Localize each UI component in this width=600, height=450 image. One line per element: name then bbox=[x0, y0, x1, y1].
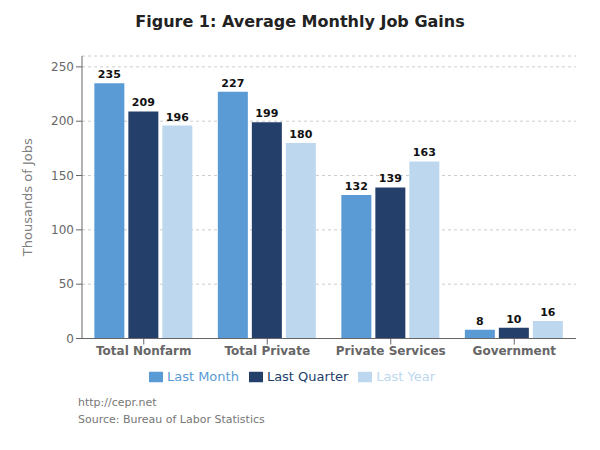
svg-text:200: 200 bbox=[51, 114, 74, 128]
svg-text:Thousands of Jobs: Thousands of Jobs bbox=[20, 138, 35, 257]
svg-text:196: 196 bbox=[166, 111, 189, 124]
svg-text:Total Nonfarm: Total Nonfarm bbox=[96, 344, 192, 358]
svg-text:100: 100 bbox=[51, 223, 74, 237]
svg-text:16: 16 bbox=[540, 306, 556, 319]
svg-text:132: 132 bbox=[345, 180, 368, 193]
svg-text:209: 209 bbox=[132, 96, 155, 109]
svg-text:163: 163 bbox=[413, 146, 436, 159]
html-text:Last Year: Last Year bbox=[376, 368, 436, 384]
svg-text:227: 227 bbox=[221, 77, 244, 90]
svg-text:50: 50 bbox=[59, 277, 74, 291]
html-text:http://cepr.net: http://cepr.net bbox=[78, 396, 157, 409]
html-text:Figure 1: Average Monthly Job: Figure 1: Average Monthly Job Gains bbox=[135, 12, 465, 31]
svg-text:Total Private: Total Private bbox=[224, 344, 310, 358]
svg-text:0: 0 bbox=[66, 332, 74, 346]
svg-text:235: 235 bbox=[98, 68, 121, 81]
svg-text:139: 139 bbox=[379, 172, 402, 185]
html-text:Source: Bureau of Labor Statis: Source: Bureau of Labor Statistics bbox=[78, 413, 265, 426]
svg-text:150: 150 bbox=[51, 169, 74, 183]
svg-text:250: 250 bbox=[51, 60, 74, 74]
svg-text:8: 8 bbox=[476, 315, 484, 328]
svg-text:Private Services: Private Services bbox=[336, 344, 446, 358]
html-text:Last Quarter: Last Quarter bbox=[266, 368, 349, 384]
svg-text:10: 10 bbox=[506, 313, 522, 326]
svg-text:Government: Government bbox=[473, 344, 557, 358]
svg-text:199: 199 bbox=[255, 107, 278, 120]
svg-text:180: 180 bbox=[289, 128, 312, 141]
html-text:Last Month: Last Month bbox=[166, 368, 239, 384]
